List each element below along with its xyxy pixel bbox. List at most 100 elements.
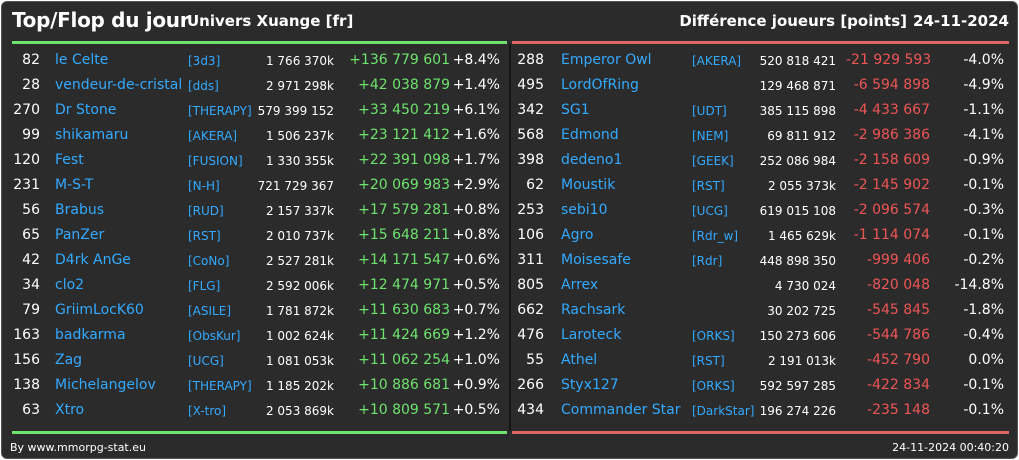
alliance-tag-link[interactable]: [Rdr_w] — [692, 229, 739, 243]
alliance-tag-link[interactable]: [ObsKur] — [188, 329, 241, 343]
player-name-link[interactable]: Athel — [561, 352, 598, 368]
player-points: 2 055 373k — [767, 179, 836, 193]
alliance-tag-link[interactable]: [RUD] — [188, 204, 224, 218]
player-name-link[interactable]: LordOfRing — [561, 77, 639, 93]
alliance-tag-link[interactable]: [Rdr] — [692, 254, 723, 268]
player-points: 385 115 898 — [759, 104, 836, 118]
alliance-tag-link[interactable]: [CoNo] — [188, 254, 230, 268]
alliance-tag-link[interactable]: [3d3] — [188, 54, 221, 68]
player-name-link[interactable]: Zag — [55, 352, 83, 368]
points-difference: -21 929 593 — [846, 52, 932, 68]
player-rank: 342 — [517, 102, 544, 118]
percent-change: -4.9% — [963, 77, 1004, 93]
alliance-tag-link[interactable]: [AKERA] — [692, 54, 742, 68]
player-rank: 99 — [22, 127, 40, 143]
player-name-link[interactable]: Laroteck — [561, 327, 622, 343]
player-name-link[interactable]: Fest — [55, 152, 84, 168]
player-points: 721 729 367 — [257, 179, 334, 193]
alliance-tag-link[interactable]: [RST] — [692, 179, 725, 193]
alliance-tag-link[interactable]: [ORKS] — [692, 379, 735, 393]
alliance-tag-link[interactable]: [RST] — [188, 229, 221, 243]
percent-change: +1.2% — [452, 327, 500, 343]
alliance-tag-link[interactable]: [DarkStar] — [692, 404, 755, 418]
points-difference: +11 062 254 — [358, 352, 450, 368]
points-difference: -2 096 574 — [853, 202, 930, 218]
player-name-link[interactable]: badkarma — [55, 327, 126, 343]
player-name-link[interactable]: sebi10 — [561, 202, 608, 218]
alliance-tag-link[interactable]: [GEEK] — [692, 154, 734, 168]
alliance-tag-link[interactable]: [THERAPY] — [188, 104, 252, 118]
percent-change: +8.4% — [452, 52, 500, 68]
percent-change: +2.9% — [452, 177, 500, 193]
page-title: Top/Flop du jour — [12, 8, 190, 32]
player-name-link[interactable]: Emperor Owl — [561, 52, 652, 68]
player-name-link[interactable]: vendeur-de-cristal — [55, 77, 183, 93]
player-rank: 163 — [13, 327, 40, 343]
alliance-tag-link[interactable]: [ASILE] — [188, 304, 231, 318]
points-difference: +11 424 669 — [358, 327, 450, 343]
percent-change: -4.0% — [963, 52, 1004, 68]
top-row: 79 GriimLocK60 [ASILE] 1 781 872k +11 630 68… — [2, 298, 509, 323]
alliance-tag-link[interactable]: [NEM] — [692, 129, 729, 143]
player-name-link[interactable]: GriimLocK60 — [55, 302, 144, 318]
alliance-tag-link[interactable]: [UDT] — [692, 104, 727, 118]
points-difference: -544 786 — [867, 327, 930, 343]
player-name-link[interactable]: le Celte — [55, 52, 109, 68]
player-name-link[interactable]: SG1 — [561, 102, 590, 118]
alliance-tag-link[interactable]: [ORKS] — [692, 329, 735, 343]
player-name-link[interactable]: D4rk AnGe — [55, 252, 131, 268]
footer: By www.mmorpg-stat.eu 24-11-2024 00:40:2… — [2, 438, 1017, 458]
player-name-link[interactable]: PanZer — [55, 227, 105, 243]
points-difference: -2 986 386 — [853, 127, 930, 143]
player-name-link[interactable]: Brabus — [55, 202, 104, 218]
player-rank: 398 — [517, 152, 544, 168]
player-name-link[interactable]: shikamaru — [55, 127, 129, 143]
player-name-link[interactable]: Michelangelov — [55, 377, 156, 393]
points-difference: +10 886 681 — [358, 377, 450, 393]
player-rank: 495 — [517, 77, 544, 93]
player-rank: 79 — [22, 302, 40, 318]
alliance-tag-link[interactable]: [THERAPY] — [188, 379, 252, 393]
percent-change: -0.1% — [963, 402, 1004, 418]
player-points: 129 468 871 — [759, 79, 836, 93]
player-rank: 270 — [13, 102, 40, 118]
player-name-link[interactable]: dedeno1 — [561, 152, 623, 168]
player-name-link[interactable]: M-S-T — [55, 177, 94, 193]
player-name-link[interactable]: clo2 — [55, 277, 85, 293]
player-points: 592 597 285 — [759, 379, 836, 393]
points-difference: +42 038 879 — [358, 77, 450, 93]
player-name-link[interactable]: Agro — [561, 227, 594, 243]
flop-row: 106 Agro [Rdr_w] 1 465 629k -1 114 074 -0.1% — [511, 223, 1017, 248]
alliance-tag-link[interactable]: [AKERA] — [188, 129, 238, 143]
player-points: 579 399 152 — [257, 104, 334, 118]
player-points: 1 002 624k — [265, 329, 334, 343]
player-rank: 55 — [526, 352, 544, 368]
alliance-tag-link[interactable]: [X-tro] — [188, 404, 227, 418]
top-bottom-bar — [12, 431, 507, 434]
alliance-tag-link[interactable]: [FUSION] — [188, 154, 243, 168]
top-row: 231 M-S-T [N-H] 721 729 367 +20 069 983 +2.9% — [2, 173, 509, 198]
percent-change: -1.8% — [963, 302, 1004, 318]
player-points: 1 506 237k — [265, 129, 334, 143]
player-name-link[interactable]: Styx127 — [561, 377, 619, 393]
alliance-tag-link[interactable]: [dds] — [188, 79, 219, 93]
player-name-link[interactable]: Xtro — [55, 402, 85, 418]
percent-change: -1.1% — [963, 102, 1004, 118]
player-name-link[interactable]: Dr Stone — [55, 102, 117, 118]
player-name-link[interactable]: Rachsark — [561, 302, 626, 318]
player-points: 1 766 370k — [265, 54, 334, 68]
alliance-tag-link[interactable]: [N-H] — [188, 179, 220, 193]
alliance-tag-link[interactable]: [UCG] — [188, 354, 224, 368]
flop-row: 805 Arrex 4 730 024 -820 048 -14.8% — [511, 273, 1017, 298]
player-name-link[interactable]: Moustik — [561, 177, 616, 193]
alliance-tag-link[interactable]: [UCG] — [692, 204, 728, 218]
alliance-tag-link[interactable]: [RST] — [692, 354, 725, 368]
player-name-link[interactable]: Edmond — [561, 127, 619, 143]
top-row: 120 Fest [FUSION] 1 330 355k +22 391 098 +1.7… — [2, 148, 509, 173]
alliance-tag-link[interactable]: [FLG] — [188, 279, 221, 293]
player-name-link[interactable]: Moisesafe — [561, 252, 631, 268]
player-points: 2 157 337k — [265, 204, 334, 218]
player-name-link[interactable]: Arrex — [561, 277, 599, 293]
player-name-link[interactable]: Commander Star — [561, 402, 681, 418]
points-difference: +11 630 683 — [358, 302, 450, 318]
